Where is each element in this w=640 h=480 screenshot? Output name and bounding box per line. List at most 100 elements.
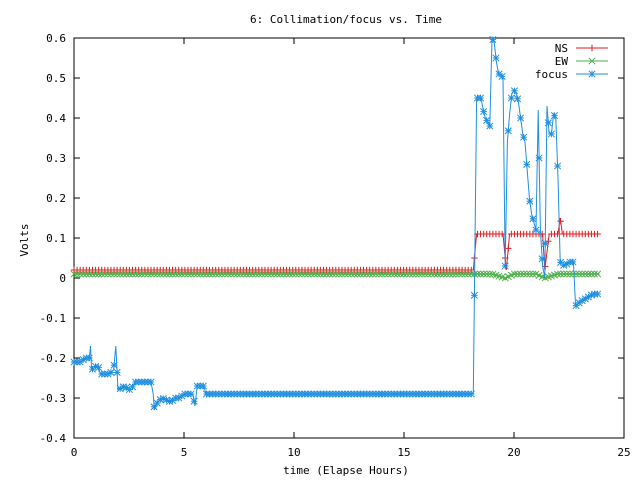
data-point-EW [175, 270, 183, 278]
data-point-focus [489, 36, 497, 44]
data-point-EW [92, 270, 100, 278]
data-point-EW [128, 270, 137, 278]
x-tick-label: 5 [181, 446, 188, 459]
data-point-focus [483, 116, 491, 124]
data-point-EW [433, 270, 441, 278]
data-point-EW [150, 270, 158, 278]
data-point-focus [147, 378, 155, 386]
data-point-EW [104, 270, 112, 278]
data-point-EW [455, 270, 463, 278]
series-line-NS [74, 217, 600, 271]
data-point-EW [125, 270, 133, 278]
legend-marker-EW [588, 57, 596, 65]
data-point-EW [483, 270, 491, 278]
data-point-EW [261, 270, 269, 278]
data-point-EW [252, 270, 260, 278]
data-point-focus [532, 226, 540, 234]
y-tick-label: -0.3 [40, 392, 67, 405]
data-point-EW [304, 270, 312, 278]
series-line-focus [74, 36, 600, 411]
data-point-EW [452, 270, 460, 278]
data-point-EW [427, 270, 435, 278]
data-point-EW [486, 270, 494, 278]
data-point-EW [335, 270, 343, 278]
data-point-EW [350, 270, 358, 278]
data-point-EW [326, 270, 334, 278]
data-point-EW [353, 270, 361, 278]
data-point-EW [578, 270, 586, 278]
data-point-EW [575, 270, 583, 278]
data-point-EW [249, 270, 257, 278]
data-point-EW [554, 270, 562, 278]
data-point-EW [323, 270, 331, 278]
data-point-focus [467, 390, 475, 398]
data-point-EW [159, 270, 167, 278]
data-point-EW [356, 270, 364, 278]
data-point-NS [594, 230, 601, 238]
legend-marker-NS [588, 44, 596, 52]
data-point-EW [581, 270, 589, 278]
data-point-EW [135, 270, 143, 278]
x-axis-label: time (Elapse Hours) [283, 464, 409, 477]
data-point-EW [209, 270, 217, 278]
data-point-EW [88, 270, 97, 278]
data-point-EW [141, 270, 149, 278]
data-point-EW [430, 270, 438, 278]
data-point-EW [366, 270, 374, 278]
data-point-EW [236, 270, 244, 278]
data-point-focus [492, 54, 500, 62]
legend-marker-focus [588, 70, 596, 78]
data-point-EW [286, 270, 294, 278]
data-point-EW [329, 270, 337, 278]
data-point-EW [230, 270, 238, 278]
data-point-NS [468, 266, 475, 274]
series-NS [70, 217, 601, 274]
data-point-EW [239, 270, 247, 278]
y-tick-label: 0.1 [46, 232, 66, 245]
data-point-EW [165, 270, 174, 278]
legend-label-focus: focus [535, 68, 568, 81]
data-point-EW [464, 270, 472, 278]
data-point-EW [557, 270, 565, 278]
data-point-EW [403, 270, 411, 278]
data-point-EW [279, 270, 287, 278]
data-point-EW [381, 270, 389, 278]
data-point-EW [76, 270, 84, 278]
data-point-EW [270, 270, 278, 278]
data-point-EW [246, 270, 254, 278]
data-point-EW [113, 270, 121, 278]
x-tick-label: 0 [71, 446, 78, 459]
data-point-EW [387, 270, 395, 278]
data-point-focus [550, 112, 559, 120]
data-point-EW [443, 270, 451, 278]
data-point-EW [301, 270, 309, 278]
y-tick-label: 0.6 [46, 32, 66, 45]
data-point-EW [510, 270, 518, 278]
data-point-EW [418, 270, 426, 278]
data-point-EW [393, 270, 401, 278]
data-point-EW [199, 270, 207, 278]
data-point-EW [594, 270, 602, 278]
data-point-EW [187, 270, 195, 278]
data-point-EW [421, 270, 429, 278]
data-point-EW [560, 270, 568, 278]
data-point-EW [344, 270, 352, 278]
data-point-EW [461, 270, 469, 278]
data-point-EW [467, 270, 475, 278]
data-point-EW [415, 270, 423, 278]
data-point-EW [480, 270, 488, 278]
data-point-EW [292, 270, 300, 278]
data-point-EW [205, 270, 214, 278]
data-point-EW [412, 270, 420, 278]
data-point-focus [526, 197, 534, 205]
data-point-EW [147, 270, 155, 278]
data-point-focus [535, 154, 543, 162]
data-point-EW [184, 270, 192, 278]
data-point-EW [400, 270, 408, 278]
data-point-EW [255, 270, 263, 278]
data-point-EW [98, 270, 106, 278]
data-point-EW [396, 270, 405, 278]
data-point-EW [273, 270, 281, 278]
data-point-focus [538, 255, 546, 263]
y-tick-label: -0.4 [40, 432, 67, 445]
